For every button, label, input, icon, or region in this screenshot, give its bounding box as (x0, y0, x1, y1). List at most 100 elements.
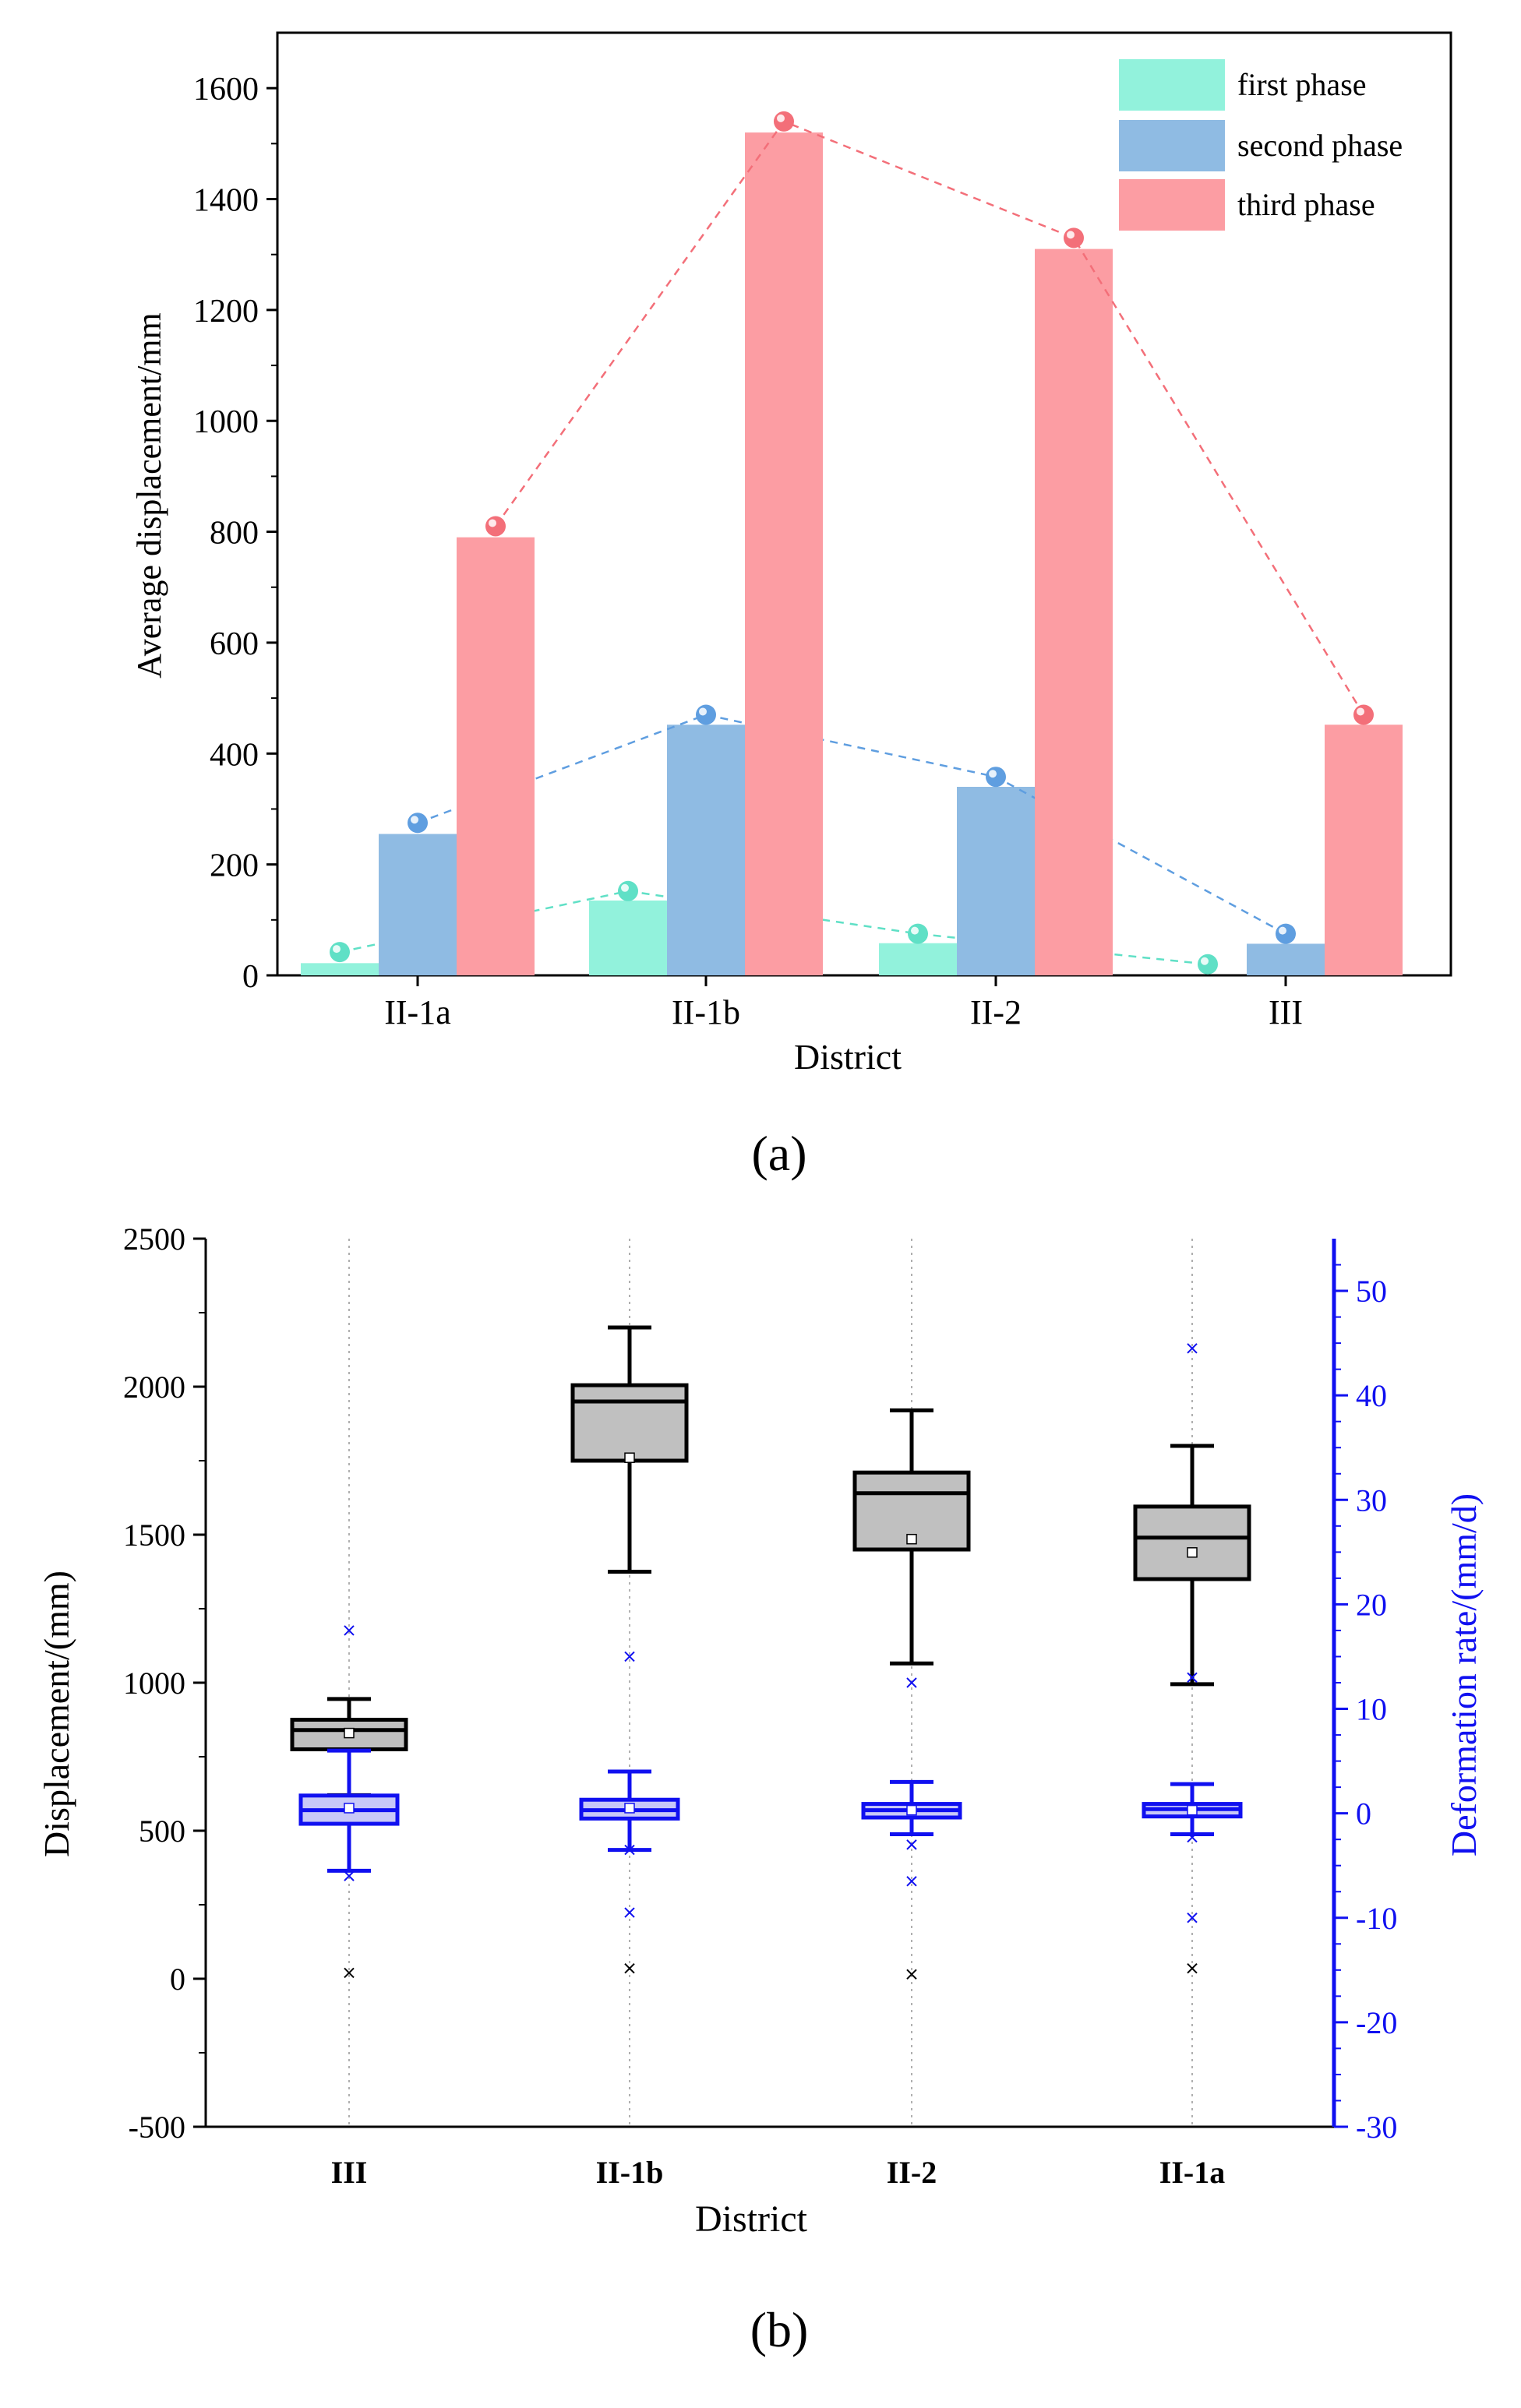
displacement-II-1b-outlier (624, 1962, 635, 1974)
bar-third-phase (745, 132, 823, 975)
marker-highlight (989, 770, 997, 778)
legend-label-third-phase: third phase (1237, 187, 1375, 222)
panel-b-right-tick-label: 40 (1356, 1378, 1387, 1413)
marker-highlight (333, 945, 341, 954)
panel-b-right-tick-label: 30 (1356, 1483, 1387, 1518)
bar-first-phase (879, 943, 957, 975)
deformation-rate-II-1a-mean (1187, 1804, 1198, 1816)
panel-a-y-tick-label: 400 (210, 737, 259, 773)
bar-second-phase (667, 725, 745, 975)
deformation-rate-II-1a-outlier (1187, 1913, 1198, 1923)
panel-a-plot-area: 0 200 400 600 800 1000 1200 1400 1600 II-1a II-1b I… (193, 31, 1452, 1031)
deformation-rate-II-2-mean (906, 1804, 917, 1816)
marker-first-phase (1198, 954, 1218, 975)
panel-b-left-tick-label: 1000 (123, 1666, 185, 1701)
marker-highlight (777, 114, 785, 122)
bar-first-phase (589, 900, 667, 975)
displacement-II-1a-outlier (1187, 1962, 1198, 1974)
deformation-rate-II-1b-mean (624, 1803, 635, 1814)
panel-b-right-tick-label: 50 (1356, 1274, 1387, 1309)
marker-highlight (1279, 926, 1286, 935)
deformation-rate-III-outlier (344, 1625, 355, 1636)
panel-a-x-tick-label: II-2 (970, 993, 1022, 1031)
marker-highlight (1067, 231, 1075, 239)
marker-first-phase (908, 923, 928, 944)
panel-a-y-tick-label: 800 (210, 516, 259, 552)
marker-highlight (911, 926, 919, 935)
deformation-rate-II-1a-outlier (1187, 1832, 1198, 1843)
marker-second-phase (1276, 923, 1296, 944)
panel-b-x-tick-label: II-1b (596, 2155, 664, 2190)
panel-a-y-tick-label: 0 (242, 959, 259, 995)
deformation-rate-II-1a-outlier (1187, 1672, 1198, 1683)
panel-b-left-tick-label: 1500 (123, 1518, 185, 1553)
displacement-II-1a-mean (1187, 1547, 1198, 1558)
marker-second-phase (986, 767, 1006, 788)
deformation-rate-II-2-outlier (906, 1677, 917, 1688)
legend-swatch-third-phase (1119, 179, 1225, 231)
marker-second-phase (696, 704, 716, 725)
panel-b-left-tick-label: 0 (170, 1962, 185, 1997)
displacement-II-1a-box (1133, 1504, 1251, 1581)
panel-a-y-tick-label: 600 (210, 626, 259, 662)
panel-b-x-axis-label: District (695, 2198, 808, 2240)
panel-b-right-tick-label: -30 (1356, 2110, 1397, 2145)
marker-third-phase (1353, 704, 1374, 725)
marker-highlight (411, 816, 418, 824)
marker-first-phase (618, 880, 638, 901)
marker-highlight (489, 519, 496, 527)
panel-a-y-tick-label: 1000 (193, 404, 259, 440)
displacement-II-2-outlier (906, 1969, 917, 1980)
panel-a-label: (a) (751, 1126, 806, 1181)
panel-b-right-y-axis-label: Deformation rate/(mm/d) (1444, 1493, 1484, 1856)
panel-b-left-tick-label: -500 (129, 2110, 185, 2145)
bar-third-phase (1035, 249, 1113, 975)
panel-b-x-tick-label: II-2 (887, 2155, 937, 2190)
bar-first-phase (301, 963, 379, 975)
marker-third-phase (485, 516, 506, 537)
displacement-III-outlier (344, 1967, 355, 1979)
deformation-rate-II-1b-outlier (624, 1844, 635, 1856)
deformation-rate-III-mean (344, 1803, 355, 1814)
panel-b-right-tick-label: -20 (1356, 2005, 1397, 2040)
panel-b-x-tick-label: II-1a (1159, 2155, 1225, 2190)
marker-second-phase (408, 813, 428, 834)
marker-highlight (1357, 707, 1364, 716)
marker-first-phase (330, 942, 350, 963)
deformation-rate-II-2-outlier (906, 1876, 917, 1887)
panel-a-x-axis-label: District (794, 1037, 902, 1077)
displacement-II-1b-mean (624, 1452, 635, 1463)
panel-b-left-tick-label: 2000 (123, 1370, 185, 1405)
panel-b-chart: -500 0 500 1000 1500 2000 2500 -30 -20 -10 0 10 20 30… (37, 1222, 1484, 2357)
deformation-rate-III-outlier (344, 1870, 355, 1881)
displacement-II-2-mean (906, 1533, 917, 1545)
deformation-rate-II-1b-outlier (624, 1651, 635, 1662)
trend-line-second-phase (417, 714, 1286, 935)
marker-highlight (1201, 957, 1209, 965)
bar-third-phase (457, 537, 535, 975)
panel-b-right-tick-label: 20 (1356, 1587, 1387, 1622)
legend-swatch-second-phase (1119, 120, 1225, 171)
panel-b-x-tick-label: III (331, 2155, 368, 2190)
panel-b-left-tick-label: 500 (139, 1814, 185, 1849)
panel-a-chart: 0 200 400 600 800 1000 1200 1400 1600 II-1a II-1b I… (130, 31, 1452, 1181)
panel-b-left-tick-label: 2500 (123, 1222, 185, 1257)
marker-third-phase (774, 111, 794, 132)
deformation-rate-II-1a-outlier (1187, 1343, 1198, 1354)
panel-b-label: (b) (750, 2302, 809, 2357)
displacement-II-1b-box (570, 1383, 689, 1463)
panel-b-right-tick-label: 10 (1356, 1692, 1387, 1727)
displacement-III-mean (344, 1727, 355, 1739)
panel-a-frame (276, 31, 1452, 977)
panel-a-x-tick-label: II-1b (672, 993, 740, 1031)
bar-second-phase (1247, 943, 1325, 975)
panel-a-y-tick-label: 1600 (193, 72, 259, 108)
panel-b-right-tick-label: 0 (1356, 1796, 1371, 1832)
marker-highlight (699, 707, 707, 716)
legend-label-first-phase: first phase (1237, 67, 1367, 102)
panel-a-y-tick-label: 200 (210, 848, 259, 884)
marker-highlight (621, 883, 629, 892)
panel-b-right-tick-label: -10 (1356, 1901, 1397, 1936)
panel-b-left-y-axis-label: Displacement/(mm) (37, 1571, 76, 1857)
